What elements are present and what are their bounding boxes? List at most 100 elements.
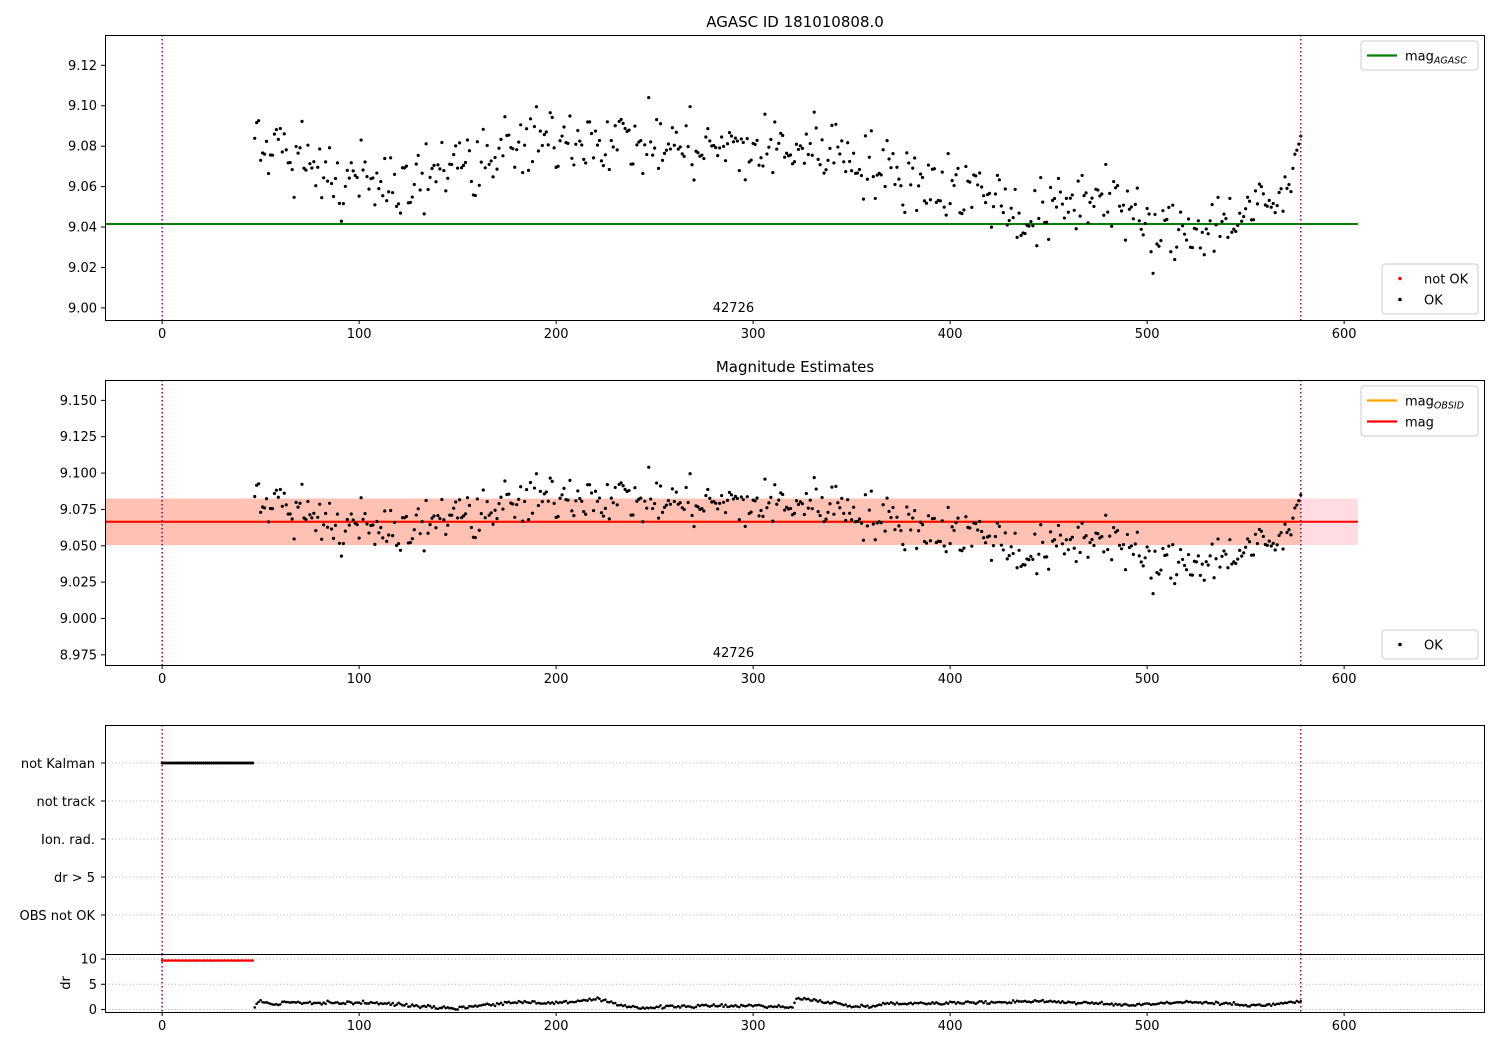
data-point xyxy=(940,519,944,523)
dr-point xyxy=(168,959,172,962)
data-point xyxy=(708,139,712,143)
dr-point xyxy=(328,1000,331,1004)
data-point xyxy=(887,157,891,161)
data-point xyxy=(1145,545,1149,549)
data-point xyxy=(298,501,302,505)
data-point xyxy=(489,159,493,163)
data-point xyxy=(515,503,519,507)
data-point xyxy=(861,538,866,542)
data-point xyxy=(1291,516,1295,520)
dr-point xyxy=(562,1000,566,1003)
data-point xyxy=(1222,212,1226,216)
data-point xyxy=(946,505,950,510)
data-point xyxy=(276,137,280,141)
data-point xyxy=(918,520,923,524)
data-point xyxy=(544,490,548,494)
dr-point xyxy=(267,1001,270,1005)
dr-point xyxy=(570,1000,574,1004)
dr-point xyxy=(623,1003,627,1007)
data-point xyxy=(1090,196,1094,200)
data-point xyxy=(775,147,779,151)
dr-point xyxy=(907,1002,911,1005)
dr-point xyxy=(617,1003,621,1007)
dr-point xyxy=(812,997,816,1001)
data-point xyxy=(582,510,586,514)
data-point xyxy=(353,173,357,178)
data-point xyxy=(300,482,304,486)
data-point xyxy=(664,148,669,152)
data-point xyxy=(432,163,436,167)
data-point xyxy=(343,184,347,189)
data-point xyxy=(980,529,984,534)
data-point xyxy=(655,481,659,485)
dr-point xyxy=(550,1001,554,1004)
dr-point xyxy=(1220,1002,1224,1006)
x-tick-label: 400 xyxy=(938,327,963,342)
x-tick-label: 0 xyxy=(158,1019,166,1034)
data-point xyxy=(960,212,964,216)
data-point xyxy=(871,522,875,526)
dr-point xyxy=(1236,1003,1240,1006)
dr-point xyxy=(363,1001,367,1005)
data-point xyxy=(349,512,353,516)
data-point xyxy=(1226,235,1230,239)
data-point xyxy=(879,173,883,177)
data-point xyxy=(660,510,665,514)
data-point xyxy=(668,147,672,151)
data-point xyxy=(361,517,365,521)
dr-point xyxy=(436,1007,440,1011)
dr-point xyxy=(931,1001,934,1004)
dr-point xyxy=(479,1004,483,1007)
dr-point xyxy=(206,959,209,962)
data-point xyxy=(391,191,395,195)
dr-point xyxy=(342,1001,345,1005)
dr-point xyxy=(1299,999,1303,1003)
dr-point xyxy=(911,1002,914,1006)
legend-box xyxy=(1381,629,1479,660)
data-point xyxy=(1224,217,1228,221)
data-point xyxy=(326,525,330,529)
dr-point xyxy=(391,1001,394,1005)
dr-point xyxy=(877,1003,881,1006)
dr-point xyxy=(186,959,190,962)
data-point xyxy=(389,508,393,513)
data-point xyxy=(850,169,854,173)
dr-point xyxy=(740,1003,743,1007)
data-point xyxy=(335,512,340,516)
data-point xyxy=(970,544,974,548)
dr-point xyxy=(495,1002,499,1005)
dr-point xyxy=(633,1005,637,1009)
data-point xyxy=(627,128,631,132)
dr-point xyxy=(442,1005,446,1008)
data-point xyxy=(1003,531,1007,535)
dr-point xyxy=(182,959,186,962)
dr-point xyxy=(312,1001,316,1005)
data-point xyxy=(893,182,897,187)
dr-point xyxy=(1002,1000,1005,1004)
data-point xyxy=(511,147,515,151)
data-point xyxy=(783,155,787,159)
dr-point xyxy=(862,1004,865,1008)
data-point xyxy=(942,544,946,548)
data-point xyxy=(670,126,674,130)
data-point xyxy=(570,509,574,513)
y-tick-label: 9.075 xyxy=(60,503,97,518)
dr-point xyxy=(647,1006,651,1010)
data-point xyxy=(621,484,625,488)
dr-point xyxy=(529,1001,532,1005)
dr-point xyxy=(753,1003,757,1007)
data-point xyxy=(1167,205,1171,209)
data-point xyxy=(343,529,347,533)
dr-point xyxy=(690,1006,694,1009)
data-point xyxy=(1283,522,1287,526)
data-point xyxy=(1029,554,1033,558)
data-point xyxy=(1035,244,1039,248)
data-point xyxy=(704,135,708,139)
dr-point xyxy=(885,1001,889,1005)
dr-point xyxy=(854,1005,857,1008)
dr-point xyxy=(1246,1004,1249,1008)
dr-point xyxy=(844,1003,848,1006)
dr-point xyxy=(298,1001,302,1004)
dr-point xyxy=(462,1005,465,1008)
dr-point xyxy=(830,1001,834,1005)
